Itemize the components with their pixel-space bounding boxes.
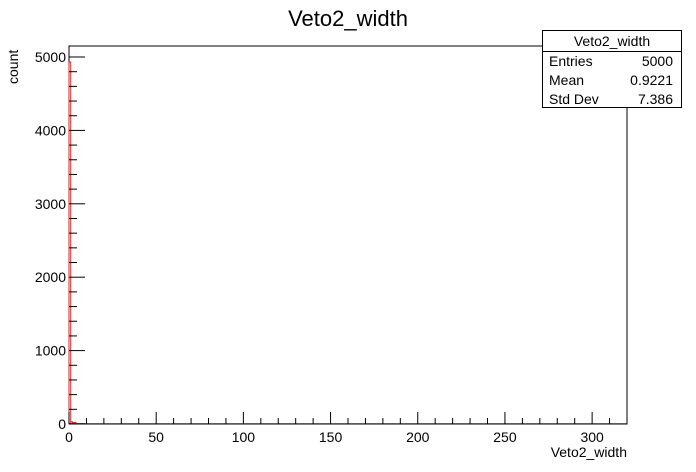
y-tick-label: 0 <box>58 416 66 432</box>
x-tick-label: 150 <box>319 429 343 445</box>
x-tick-label: 250 <box>493 429 517 445</box>
x-axis: 0 50 100 150 200 250 300 <box>65 412 628 445</box>
histogram-bin <box>68 61 72 425</box>
y-tick-label: 1000 <box>35 343 66 359</box>
y-axis-label: count <box>5 50 21 84</box>
stats-title: Veto2_width <box>543 31 681 52</box>
x-tick-label: 0 <box>65 429 73 445</box>
stats-value: 5000 <box>641 53 673 69</box>
histogram-bins <box>68 61 627 425</box>
y-tick-label: 2000 <box>35 269 66 285</box>
stats-label: Entries <box>549 53 593 69</box>
stats-value: 0.9221 <box>630 72 673 88</box>
y-tick-label: 5000 <box>35 49 66 65</box>
x-tick-label: 100 <box>232 429 256 445</box>
stats-box: Veto2_width Entries 5000 Mean 0.9221 Std… <box>542 30 682 108</box>
x-axis-label: Veto2_width <box>551 444 627 460</box>
x-tick-label: 300 <box>580 429 604 445</box>
x-tick-label: 200 <box>406 429 430 445</box>
stats-label: Std Dev <box>549 91 599 107</box>
y-axis: 0 1000 2000 3000 4000 5000 <box>35 49 85 432</box>
chart-title: Veto2_width <box>288 6 408 31</box>
stats-value: 7.386 <box>637 91 673 107</box>
y-tick-label: 4000 <box>35 122 66 138</box>
stats-row-stddev: Std Dev 7.386 <box>543 90 681 109</box>
stats-label: Mean <box>549 72 585 88</box>
y-tick-label: 3000 <box>35 196 66 212</box>
stats-row-mean: Mean 0.9221 <box>543 71 681 90</box>
stats-row-entries: Entries 5000 <box>543 52 681 71</box>
x-tick-label: 50 <box>148 429 164 445</box>
